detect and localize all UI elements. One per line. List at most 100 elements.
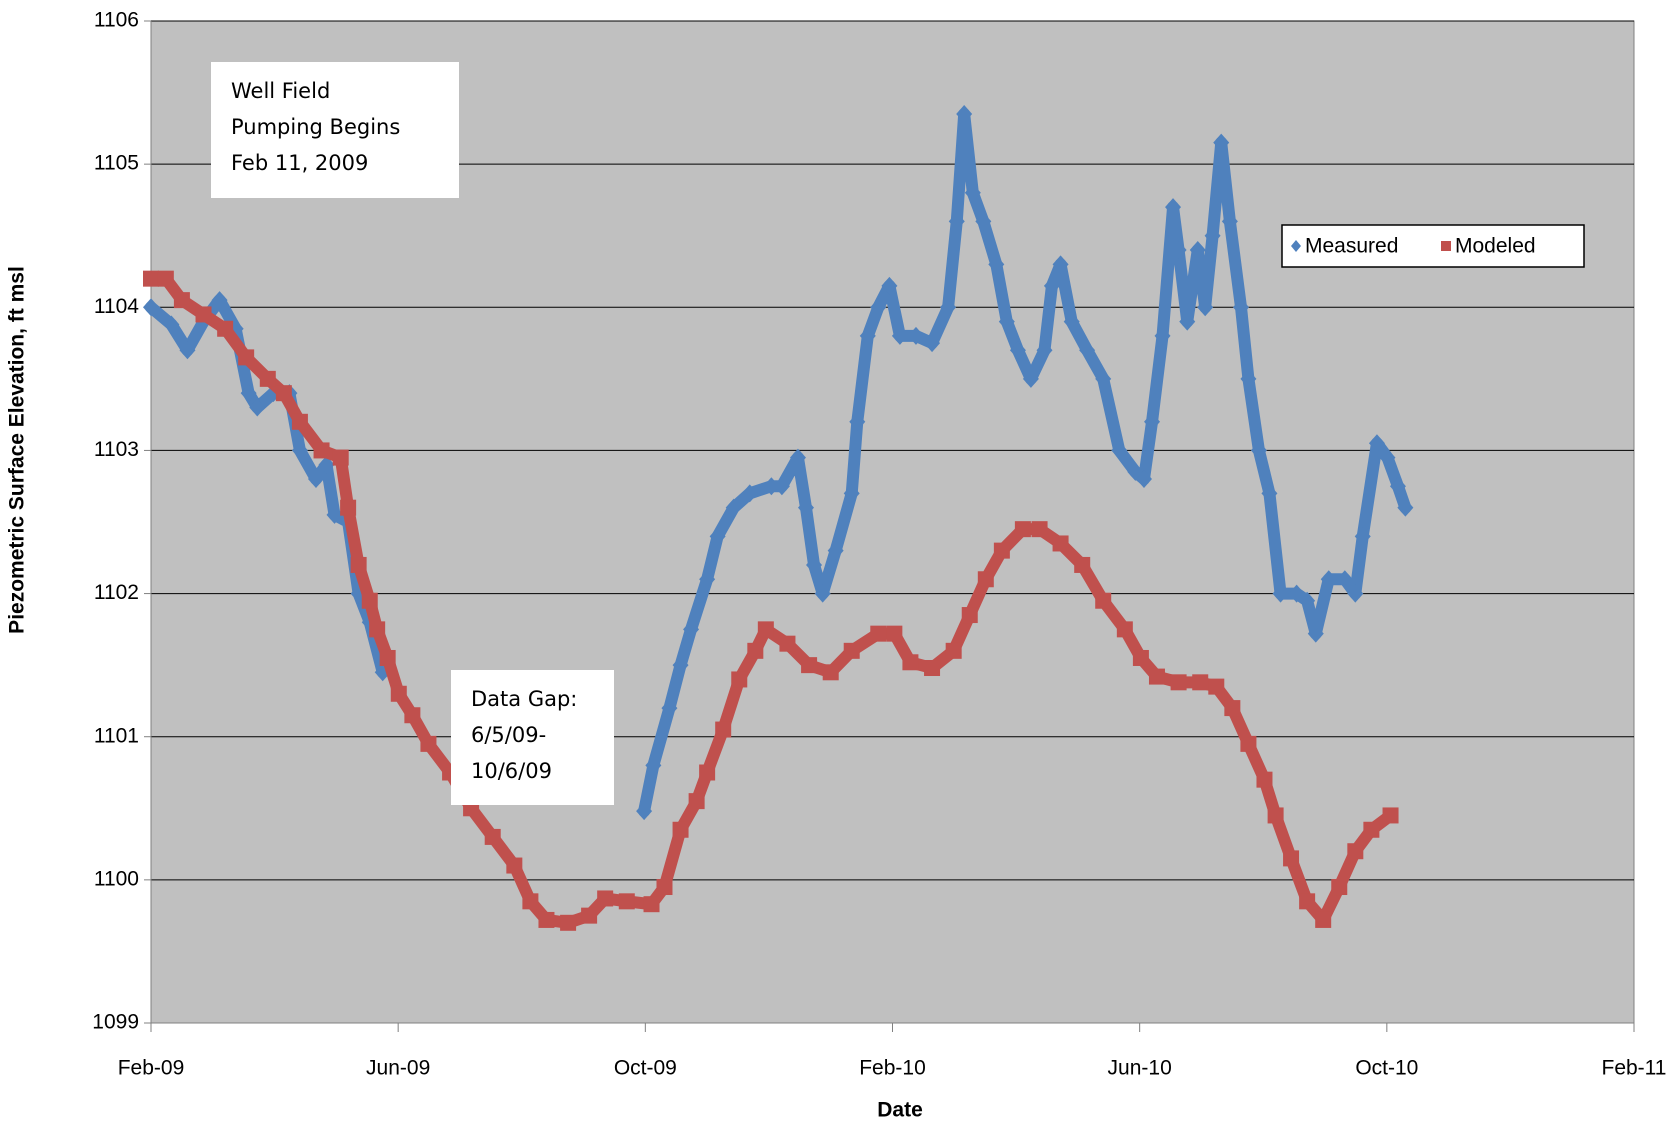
y-tick-label: 1105 — [94, 152, 139, 175]
point — [763, 477, 780, 496]
point — [350, 556, 367, 573]
point — [806, 555, 823, 574]
point — [1354, 527, 1371, 546]
point — [195, 306, 212, 323]
point — [1213, 133, 1230, 152]
point — [1179, 312, 1196, 331]
annotation-text: 10/6/09 — [471, 759, 552, 783]
point — [797, 498, 814, 517]
point — [259, 370, 276, 387]
point — [379, 649, 396, 666]
point — [1379, 448, 1396, 467]
annotation-text: Feb 11, 2009 — [231, 151, 368, 175]
y-tick-label: 1101 — [94, 724, 139, 747]
point — [849, 412, 866, 431]
x-tick-label: Oct-10 — [1355, 1057, 1418, 1080]
point — [332, 449, 349, 466]
point — [1208, 678, 1225, 695]
point — [924, 334, 941, 353]
point — [741, 484, 758, 503]
point — [313, 442, 330, 459]
point — [1132, 649, 1149, 666]
point — [789, 448, 806, 467]
point — [956, 105, 973, 124]
point — [420, 735, 437, 752]
point — [1063, 312, 1080, 331]
y-tick-label: 1102 — [94, 581, 139, 604]
point — [1250, 441, 1267, 460]
point — [597, 890, 614, 907]
point — [1224, 700, 1241, 717]
point — [779, 635, 796, 652]
point — [249, 398, 266, 417]
point — [1074, 556, 1091, 573]
x-tick-label: Feb-10 — [859, 1057, 926, 1080]
point — [240, 384, 257, 403]
point — [993, 542, 1010, 559]
point — [709, 527, 726, 546]
point — [1347, 584, 1364, 603]
y-axis-title: Piezometric Surface Elevation, ft msl — [6, 266, 29, 634]
point — [1315, 911, 1332, 928]
point — [143, 298, 159, 317]
point — [814, 584, 831, 603]
point — [661, 699, 678, 718]
point — [688, 793, 705, 810]
point — [643, 896, 660, 913]
x-tick-label: Feb-11 — [1602, 1057, 1667, 1080]
point — [907, 326, 924, 345]
y-tick-label: 1104 — [94, 295, 139, 318]
point — [340, 499, 357, 516]
point — [1009, 341, 1026, 360]
point — [1240, 735, 1257, 752]
point — [1031, 521, 1048, 538]
point — [560, 914, 577, 931]
point — [977, 571, 994, 588]
point — [1347, 843, 1364, 860]
point — [217, 320, 234, 337]
point — [1368, 434, 1385, 453]
y-tick-label: 1103 — [94, 438, 139, 461]
point — [1170, 674, 1187, 691]
point — [715, 721, 732, 738]
point — [998, 312, 1015, 331]
point — [238, 349, 255, 366]
point — [1022, 369, 1039, 388]
point — [291, 441, 308, 460]
point — [902, 654, 919, 671]
point — [1256, 771, 1273, 788]
point — [1267, 807, 1284, 824]
point — [1320, 570, 1337, 589]
point — [1079, 341, 1096, 360]
point — [881, 276, 898, 295]
point — [801, 657, 818, 674]
point — [390, 685, 407, 702]
point — [307, 470, 324, 489]
point — [843, 484, 860, 503]
point — [773, 477, 790, 496]
point — [699, 570, 716, 589]
point — [940, 298, 957, 317]
point — [945, 642, 962, 659]
point — [361, 592, 378, 609]
point — [1036, 341, 1053, 360]
point — [683, 620, 700, 639]
point — [656, 879, 673, 896]
point — [1052, 255, 1069, 274]
point — [1116, 621, 1133, 638]
point — [404, 707, 421, 724]
x-tick-label: Jun-10 — [1108, 1057, 1172, 1080]
point — [731, 671, 748, 688]
point — [143, 270, 159, 287]
point — [1299, 591, 1316, 610]
point — [948, 212, 965, 231]
point — [1288, 584, 1305, 603]
point — [1095, 592, 1112, 609]
point — [843, 642, 860, 659]
point — [747, 642, 764, 659]
point — [173, 292, 190, 309]
point — [961, 607, 978, 624]
point — [1154, 326, 1171, 345]
